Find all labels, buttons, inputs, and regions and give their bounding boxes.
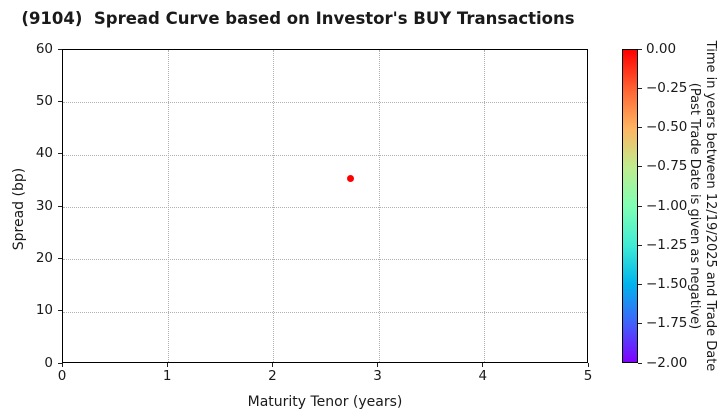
y-tick-label-50: 50 [35, 92, 53, 109]
x-tick-1 [166, 363, 168, 367]
colorbar-tick-label-4: −1.00 [646, 197, 688, 214]
x-tick-2 [271, 363, 273, 367]
colorbar-tick-6 [638, 284, 642, 285]
x-tick-4 [482, 363, 484, 367]
x-tick-5 [587, 363, 589, 367]
y-tick-label-0: 0 [44, 354, 53, 371]
x-tick-label-1: 1 [162, 368, 172, 384]
colorbar-tick-2 [638, 127, 642, 128]
colorbar-tick-5 [638, 244, 642, 246]
x-tick-label-4: 4 [478, 368, 488, 384]
gridline-x-2 [273, 50, 275, 362]
data-point-0 [346, 174, 354, 182]
colorbar-tick-8 [638, 362, 642, 364]
gridline-x-4 [483, 50, 485, 362]
colorbar-tick-7 [638, 323, 642, 325]
gridline-x-1 [168, 50, 170, 362]
y-tick-label-20: 20 [35, 249, 53, 266]
x-tick-label-2: 2 [268, 368, 277, 384]
colorbar-label-line1: Time in years between 12/19/2025 and Tra… [703, 40, 718, 372]
y-tick-60 [58, 48, 62, 50]
colorbar-tick-label-5: −1.25 [646, 236, 688, 253]
plot-area [62, 49, 588, 363]
colorbar-tick-label-1: −0.25 [646, 79, 688, 96]
colorbar-tick-label-3: −0.75 [646, 158, 688, 175]
y-tick-30 [58, 205, 62, 207]
colorbar-tick-label-6: −1.50 [646, 276, 688, 292]
y-tick-20 [58, 257, 62, 259]
colorbar-tick-label-2: −0.50 [646, 119, 688, 135]
y-tick-label-30: 30 [35, 197, 53, 214]
colorbar-label-line2: (Past Trade Date is given as negative) [687, 82, 702, 330]
colorbar-tick-3 [638, 166, 642, 168]
y-tick-0 [58, 362, 62, 364]
colorbar [622, 49, 638, 363]
colorbar-tick-label-8: −2.00 [646, 354, 688, 371]
colorbar-tick-4 [638, 205, 642, 207]
colorbar-tick-label-0: 0.00 [646, 40, 677, 57]
x-tick-label-0: 0 [57, 368, 67, 384]
y-tick-label-60: 60 [35, 40, 53, 57]
colorbar-tick-0 [638, 48, 642, 50]
y-tick-50 [58, 100, 62, 102]
chart-title: (9104) Spread Curve based on Investor's … [21, 9, 575, 28]
x-axis-label: Maturity Tenor (years) [247, 394, 403, 410]
colorbar-label: Time in years between 12/19/2025 and Tra… [686, 41, 718, 372]
y-tick-label-40: 40 [35, 145, 53, 162]
x-tick-3 [377, 363, 379, 367]
x-tick-0 [61, 363, 63, 367]
gridline-y-50 [63, 102, 587, 104]
gridline-y-20 [63, 259, 587, 261]
gridline-x-3 [378, 50, 380, 362]
y-tick-40 [58, 153, 62, 155]
y-tick-label-10: 10 [35, 302, 53, 319]
gridline-y-30 [63, 207, 587, 208]
x-tick-label-3: 3 [373, 368, 382, 384]
colorbar-tick-label-7: −1.75 [646, 315, 688, 332]
gridline-y-10 [63, 311, 587, 313]
y-tick-10 [58, 310, 62, 312]
x-tick-label-5: 5 [583, 368, 593, 384]
gridline-y-40 [63, 154, 587, 156]
colorbar-tick-1 [638, 87, 642, 89]
